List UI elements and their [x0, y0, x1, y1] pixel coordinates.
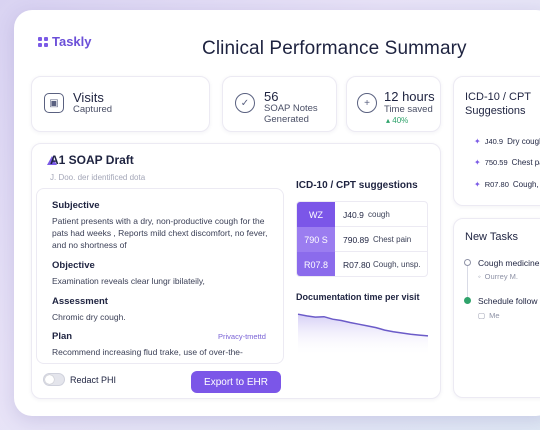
- icd-desc: Chest pain: [373, 235, 412, 244]
- tasks-panel: [453, 218, 540, 398]
- task-meta: ▢ Me: [478, 311, 500, 320]
- export-to-ehr-button[interactable]: Export to EHR: [191, 371, 281, 393]
- section-text-subjective: Patient presents with a dry, non-product…: [52, 216, 268, 250]
- doc-time-line: [297, 313, 429, 337]
- side-icd-code: J40.9: [484, 137, 504, 146]
- side-icd-title: ICD-10 / CPT Suggestions: [465, 91, 531, 117]
- logo-text: Taskly: [52, 34, 92, 49]
- doc-time-chart: [297, 313, 429, 356]
- section-heading-assessment: Assessment: [52, 296, 108, 307]
- side-icd-desc: Dry cough: [507, 137, 540, 146]
- section-text-objective: Examination reveals clear lungr ibilatei…: [52, 276, 205, 286]
- stat-card-visits: [31, 76, 210, 132]
- icd-row[interactable]: R07.8 R07.80 Cough, unsp.: [297, 252, 427, 276]
- section-text-plan: Recommend increasing flud trake, use of …: [52, 347, 243, 357]
- side-icd-row[interactable]: ✦ J40.9 Dry cough: [474, 137, 540, 146]
- task-assignee: Me: [489, 311, 500, 320]
- flask-icon: [47, 156, 57, 165]
- task-assignee: Ourrey M.: [484, 272, 519, 281]
- stat-visits-label: Captured: [73, 104, 113, 115]
- sparkle-icon: ✦: [474, 137, 481, 146]
- icd-code: 790.89: [343, 235, 369, 245]
- icd-code: R07.80: [343, 260, 371, 270]
- side-icd-row[interactable]: ✦ 750.59 Chest pain: [474, 158, 540, 167]
- privacy-tag[interactable]: Privacy-tmettd: [218, 332, 266, 341]
- section-text-assessment: Chromic dry cough.: [52, 312, 126, 322]
- icd-table: WZ J40.9 cough 790 S 790.89 Chest pain R…: [296, 201, 428, 277]
- section-heading-objective: Objective: [52, 260, 95, 271]
- task-item[interactable]: Schedule follow: [478, 296, 538, 306]
- redact-phi-label: Redact PHI: [70, 375, 117, 385]
- icd-desc: cough: [368, 210, 390, 219]
- soap-panel: [31, 143, 441, 399]
- icd-suggestions-title: ICD-10 / CPT suggestions: [296, 180, 418, 191]
- logo-mark-icon: [38, 36, 48, 47]
- side-icd-row[interactable]: ✦ R07.80 Cough, unsp: [474, 180, 540, 189]
- sparkle-icon: ✦: [474, 180, 481, 189]
- calendar-icon: ▢: [478, 311, 486, 320]
- page-title: Clinical Performance Summary: [202, 38, 467, 59]
- icd-badge: 790 S: [297, 227, 335, 252]
- tasks-title: New Tasks: [465, 231, 518, 243]
- task-meta: ◦ Ourrey M.: [478, 272, 518, 281]
- soap-subtitle: J. Doo. der identificed dota: [50, 173, 146, 182]
- task-timeline: [467, 266, 468, 300]
- taskly-logo[interactable]: Taskly: [38, 34, 92, 49]
- icd-row[interactable]: WZ J40.9 cough: [297, 202, 427, 227]
- side-icd-code: 750.59: [484, 158, 508, 167]
- user-icon: ◦: [478, 272, 481, 281]
- side-icd-desc: Cough, unsp: [512, 180, 540, 189]
- side-icd-desc: Chest pain: [511, 158, 540, 167]
- task-status-icon[interactable]: [464, 259, 471, 266]
- icd-badge: WZ: [297, 202, 335, 227]
- side-icd-code: R07.80: [484, 180, 509, 189]
- stat-soap-value: 56: [264, 89, 279, 104]
- soap-title: A1 SOAP Draft: [50, 153, 134, 167]
- task-item[interactable]: Cough medicine: [478, 258, 540, 268]
- check-circle-icon: ✓: [235, 93, 255, 113]
- icd-badge: R07.8: [297, 252, 335, 276]
- redact-phi-toggle[interactable]: [43, 373, 65, 386]
- side-icd-panel: [453, 76, 540, 206]
- soap-note-body[interactable]: [36, 188, 284, 364]
- stat-soap-label: SOAP Notes Generated: [264, 103, 318, 125]
- doc-time-area: [298, 314, 428, 356]
- doc-time-title: Documentation time per visit: [296, 292, 420, 302]
- task-status-icon[interactable]: [464, 297, 471, 304]
- stat-time-label: Time saved: [384, 104, 433, 115]
- icd-code: J40.9: [343, 210, 364, 220]
- stat-time-trend: ▴ 40%: [386, 116, 409, 125]
- icd-desc: Cough, unsp.: [373, 260, 421, 269]
- camera-icon: ▣: [44, 93, 64, 113]
- stat-visits-value: Visits: [73, 90, 104, 105]
- plus-circle-icon: +: [357, 93, 377, 113]
- stat-time-value: 12 hours: [384, 89, 435, 104]
- section-heading-plan: Plan: [52, 331, 73, 342]
- section-heading-subjective: Subjective: [52, 200, 100, 211]
- sparkle-icon: ✦: [474, 158, 481, 167]
- icd-row[interactable]: 790 S 790.89 Chest pain: [297, 227, 427, 252]
